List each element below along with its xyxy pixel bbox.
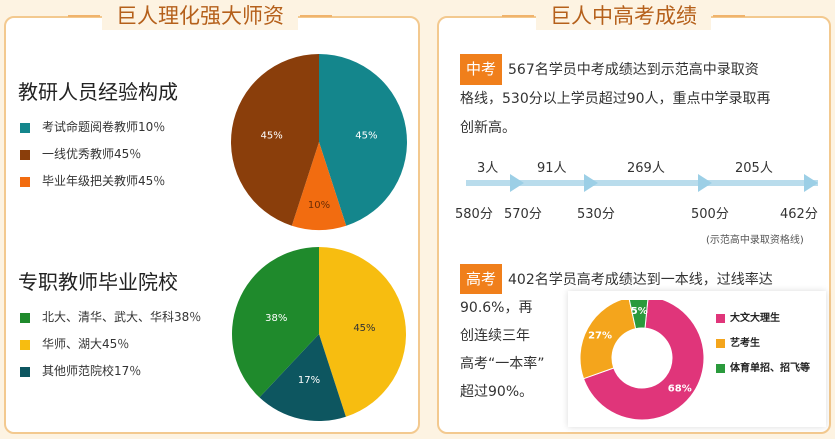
legend-label: 华师、湖大45％: [42, 337, 130, 351]
pie-slice: [628, 300, 649, 330]
legend-item: 艺考生: [716, 338, 810, 363]
zhongkao-line1: 567名学员中考成绩达到示范高中录取资: [508, 62, 759, 78]
zhongkao-line2: 格线，530分以上学员超过90人，重点中学录取再: [460, 91, 771, 107]
legend-label: 艺考生: [730, 338, 760, 349]
legend-item: 华师、湖大45％: [20, 331, 201, 358]
pie-slice: [319, 54, 407, 226]
legend-item: 考试命题阅卷教师10％: [20, 114, 165, 141]
timeline-bar: [466, 180, 818, 186]
pie-slice: [232, 247, 319, 398]
gaokao-line1: 402名学员高考成绩达到一本线，过线率达: [508, 272, 773, 288]
legend-swatch: [20, 177, 30, 187]
pie-slice: [579, 300, 637, 380]
arrow-right-icon: [510, 174, 524, 192]
timeline-note: (示范高中录取资格线): [706, 235, 804, 246]
legend-item: 体育单招、招飞等: [716, 363, 810, 388]
legend-item: 一线优秀教师45％: [20, 141, 165, 168]
pie-slice-label: 10%: [308, 200, 330, 211]
experience-chart-heading: 教研人员经验构成: [18, 80, 178, 104]
pie-slice-label: 5%: [631, 306, 648, 317]
legend-swatch: [716, 364, 725, 373]
faculty-panel-title: 巨人理化强大师资: [68, 2, 332, 30]
school-legend: 北大、清华、武大、华科38％ 华师、湖大45％ 其他师范院校17％: [20, 304, 201, 385]
timeline-count: 91人: [537, 161, 567, 176]
pie-slice: [291, 142, 347, 230]
legend-swatch: [20, 367, 30, 377]
legend-item: 北大、清华、武大、华科38％: [20, 304, 201, 331]
legend-label: 其他师范院校17％: [42, 364, 142, 378]
school-pie-chart: 45% 17% 38%: [232, 247, 406, 421]
pie-slice-label: 45%: [260, 130, 282, 141]
exam-results-panel-title: 巨人中高考成绩: [502, 2, 745, 30]
timeline-score: 500分: [691, 207, 729, 222]
gaokao-tag: 高考: [460, 264, 503, 294]
gaokao-line4: 高考“一本率”: [460, 356, 545, 372]
arrow-right-icon: [698, 174, 712, 192]
pie-slice-label: 45%: [355, 130, 377, 141]
arrow-right-icon: [584, 174, 598, 192]
timeline-score: 580分: [455, 207, 493, 222]
pie-slice-label: 17%: [298, 375, 320, 386]
zhongkao-text: 中考 567名学员中考成绩达到示范高中录取资 格线，530分以上学员超过90人，重…: [460, 54, 830, 143]
legend-label: 北大、清华、武大、华科38％: [42, 310, 202, 324]
timeline-score: 462分: [780, 207, 818, 222]
legend-swatch: [20, 150, 30, 160]
experience-legend: 考试命题阅卷教师10％ 一线优秀教师45％ 毕业年级把关教师45％: [20, 114, 165, 195]
legend-swatch: [716, 314, 725, 323]
gaokao-line5: 超过90%。: [460, 384, 534, 400]
score-timeline: [460, 170, 828, 200]
timeline-count: 269人: [627, 161, 665, 176]
legend-swatch: [20, 123, 30, 133]
pie-slice-label: 27%: [588, 331, 612, 342]
legend-label: 一线优秀教师45％: [42, 147, 142, 161]
legend-label: 考试命题阅卷教师10％: [42, 120, 166, 134]
gaokao-donut-chart: 68% 27% 5%: [579, 300, 705, 421]
pie-slice: [582, 300, 705, 421]
legend-label: 体育单招、招飞等: [730, 363, 810, 374]
gaokao-line3: 创连续三年: [460, 328, 530, 344]
timeline-count: 3人: [477, 161, 499, 176]
legend-item: 大文大理生: [716, 313, 810, 338]
donut-legend: 大文大理生 艺考生 体育单招、招飞等: [716, 313, 810, 388]
legend-item: 毕业年级把关教师45％: [20, 168, 165, 195]
pie-slice: [231, 54, 319, 226]
arrow-right-icon: [804, 174, 818, 192]
graduate-school-chart-heading: 专职教师毕业院校: [18, 270, 178, 294]
pie-slice: [319, 247, 406, 417]
legend-swatch: [716, 339, 725, 348]
experience-pie-chart: 45% 10% 45%: [231, 54, 407, 230]
legend-swatch: [20, 313, 30, 323]
zhongkao-tag: 中考: [460, 54, 503, 85]
pie-slice-label: 68%: [668, 384, 692, 395]
pie-slice-label: 45%: [353, 323, 375, 334]
legend-label: 大文大理生: [730, 313, 780, 324]
gaokao-text: 高考 402名学员高考成绩达到一本线，过线率达 90.6%，再 创连续三年 高考“…: [460, 264, 773, 406]
pie-slice-label: 38%: [265, 313, 287, 324]
zhongkao-line3: 创新高。: [460, 120, 516, 136]
timeline-count: 205人: [735, 161, 773, 176]
timeline-score: 570分: [504, 207, 542, 222]
legend-item: 其他师范院校17％: [20, 358, 201, 385]
gaokao-line2: 90.6%，再: [460, 300, 533, 316]
pie-slice: [259, 334, 346, 421]
legend-label: 毕业年级把关教师45％: [42, 174, 166, 188]
legend-swatch: [20, 340, 30, 350]
timeline-score: 530分: [577, 207, 615, 222]
